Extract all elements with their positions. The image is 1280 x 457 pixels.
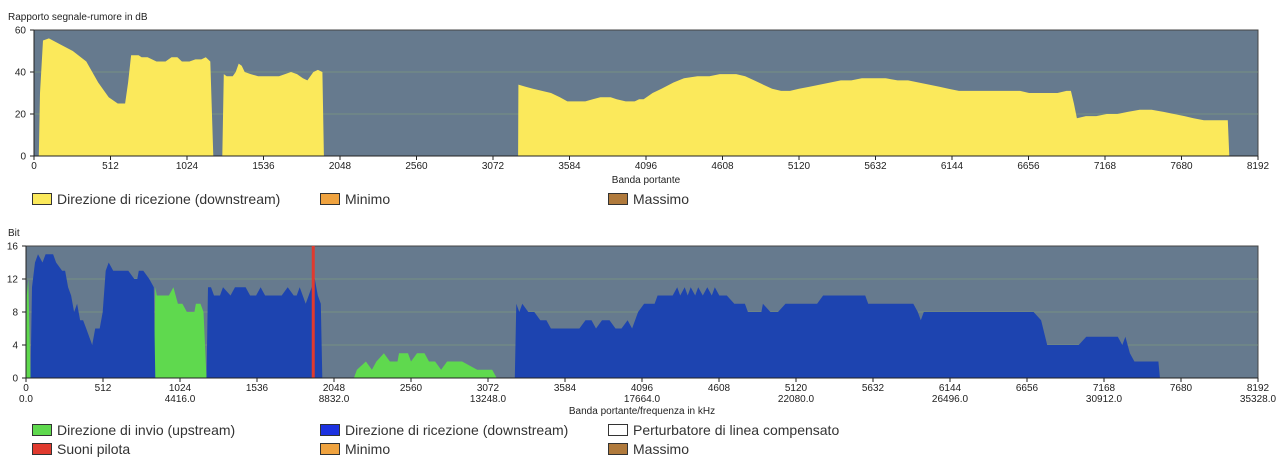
x-tick-label: 7168: [1093, 383, 1116, 394]
x-tick-label: 7680: [1170, 383, 1193, 394]
x-tick-label: 0: [31, 161, 37, 172]
x-tick-label: 3584: [558, 161, 581, 172]
x-tick-label: 8192: [1247, 383, 1270, 394]
legend-label: Direzione di ricezione (downstream): [57, 191, 281, 207]
legend-swatch: [320, 443, 340, 455]
x-tick-label: 5120: [788, 161, 811, 172]
y-axis-title: Bit: [8, 228, 20, 239]
x-tick-label: 1536: [246, 383, 269, 394]
x-tick-label: 6656: [1016, 383, 1039, 394]
x-tick-label: 1024: [176, 161, 199, 172]
x-tick-label: 6144: [941, 161, 964, 172]
legend-label: Massimo: [633, 441, 690, 457]
series-area-0-1: [153, 287, 207, 378]
legend-label: Direzione di ricezione (downstream): [345, 422, 569, 438]
x-tick-label: 6656: [1017, 161, 1040, 172]
x-tick-label: 4096: [635, 161, 658, 172]
y-tick-label: 60: [15, 26, 27, 37]
x-tick-label: 4608: [708, 383, 731, 394]
x-tick-khz-label: 0.0: [19, 394, 33, 405]
pilot-tone-bar-0: [311, 246, 315, 378]
x-tick-label: 512: [102, 161, 119, 172]
legend-item-upstream: Direzione di invio (upstream): [32, 422, 235, 438]
x-tick-khz-label: 22080.0: [778, 394, 815, 405]
series-area-0-3: [222, 63, 324, 156]
x-axis-title: Banda portante/frequenza in kHz: [569, 406, 715, 417]
y-tick-label: 16: [7, 242, 19, 253]
y-tick-label: 12: [7, 275, 19, 286]
legend-swatch: [608, 443, 628, 455]
legend-swatch: [608, 424, 628, 436]
x-axis-title: Banda portante: [612, 175, 681, 186]
legend-item-downstream-bit: Direzione di ricezione (downstream): [320, 422, 568, 438]
x-tick-khz-label: 35328.0: [1240, 394, 1277, 405]
series-area-0-4: [518, 74, 1230, 156]
x-tick-label: 6144: [939, 383, 962, 394]
x-tick-khz-label: 30912.0: [1086, 394, 1123, 405]
x-tick-label: 1024: [169, 383, 192, 394]
x-tick-khz-label: 8832.0: [319, 394, 350, 405]
x-tick-label: 7168: [1094, 161, 1117, 172]
y-tick-label: 0: [20, 152, 26, 163]
y-tick-label: 4: [12, 341, 18, 352]
series-area-0-0: [26, 279, 31, 378]
series-area-1-1: [206, 279, 323, 378]
x-tick-label: 2048: [329, 161, 352, 172]
x-tick-label: 8192: [1247, 161, 1270, 172]
legend-swatch: [32, 193, 52, 205]
y-axis-title: Rapporto segnale-rumore in dB: [8, 12, 148, 23]
x-tick-label: 5632: [864, 161, 887, 172]
x-tick-label: 3072: [482, 161, 505, 172]
series-area-1-2: [514, 287, 1160, 378]
legend-swatch: [32, 443, 52, 455]
x-tick-label: 7680: [1170, 161, 1193, 172]
x-tick-label: 1536: [252, 161, 275, 172]
legend-label: Direzione di invio (upstream): [57, 422, 236, 438]
legend-item-massimo-bit: Massimo: [608, 441, 689, 457]
y-tick-label: 8: [12, 308, 18, 319]
x-tick-khz-label: 26496.0: [932, 394, 969, 405]
x-tick-label: 0: [23, 383, 29, 394]
legend-label: Suoni pilota: [57, 441, 131, 457]
legend-label: Minimo: [345, 441, 391, 457]
y-tick-label: 20: [15, 110, 27, 121]
legend-swatch: [320, 424, 340, 436]
legend-swatch: [320, 193, 340, 205]
legend-item-perturbatore: Perturbatore di linea compensato: [608, 422, 839, 438]
x-tick-label: 4096: [631, 383, 654, 394]
series-area-0-2: [353, 353, 497, 378]
x-tick-khz-label: 4416.0: [165, 394, 196, 405]
legend-label: Massimo: [633, 191, 690, 207]
x-tick-label: 3584: [554, 383, 577, 394]
x-tick-khz-label: 13248.0: [470, 394, 507, 405]
x-tick-label: 3072: [477, 383, 500, 394]
x-tick-label: 4608: [711, 161, 734, 172]
x-tick-label: 512: [95, 383, 112, 394]
x-tick-label: 2560: [405, 161, 428, 172]
legend-label: Perturbatore di linea compensato: [633, 422, 840, 438]
x-tick-label: 2048: [323, 383, 346, 394]
legend-swatch: [32, 424, 52, 436]
y-tick-label: 40: [15, 68, 27, 79]
legend-swatch: [608, 193, 628, 205]
x-tick-khz-label: 17664.0: [624, 394, 661, 405]
legend-item-massimo-snr: Massimo: [608, 191, 689, 207]
x-tick-label: 5120: [785, 383, 808, 394]
x-tick-label: 5632: [862, 383, 885, 394]
series-area-1-0: [30, 254, 156, 378]
legend-item-minimo-bit: Minimo: [320, 441, 390, 457]
x-tick-label: 2560: [400, 383, 423, 394]
legend-item-minimo-snr: Minimo: [320, 191, 390, 207]
legend-label: Minimo: [345, 191, 391, 207]
y-tick-label: 0: [12, 374, 18, 385]
legend-item-downstream-snr: Direzione di ricezione (downstream): [32, 191, 280, 207]
legend-item-suoni-pilota: Suoni pilota: [32, 441, 130, 457]
series-area-0-0: [38, 38, 214, 156]
